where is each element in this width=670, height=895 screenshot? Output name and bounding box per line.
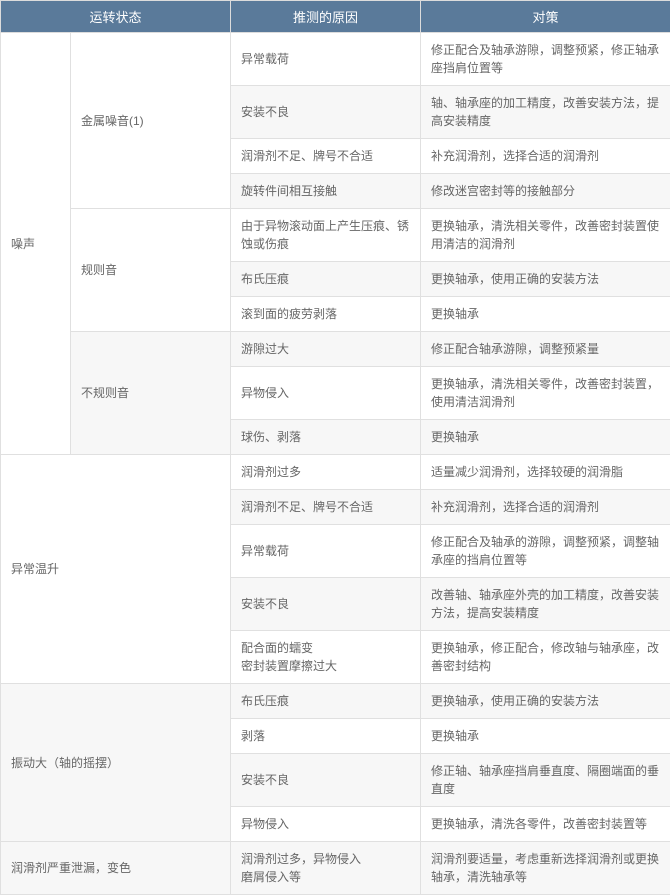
cause-cell: 润滑剂不足、牌号不合适 <box>231 139 421 174</box>
cause-cell: 剥落 <box>231 719 421 754</box>
table-row: 润滑剂严重泄漏，变色润滑剂过多，异物侵入磨屑侵入等润滑剂要适量，考虑重新选择润滑… <box>1 842 670 895</box>
action-cell: 更换轴承 <box>421 719 670 754</box>
subgroup-label: 金属噪音(1) <box>71 33 231 209</box>
action-cell: 更换轴承 <box>421 297 670 332</box>
action-cell: 更换轴承 <box>421 420 670 455</box>
cause-cell: 异常载荷 <box>231 525 421 578</box>
cause-cell: 异物侵入 <box>231 367 421 420</box>
table-row: 异常温升润滑剂过多适量减少润滑剂，选择较硬的润滑脂 <box>1 455 670 490</box>
cause-cell: 配合面的蠕变密封装置摩擦过大 <box>231 631 421 684</box>
group-label: 润滑剂严重泄漏，变色 <box>1 842 231 895</box>
action-cell: 更换轴承，使用正确的安装方法 <box>421 262 670 297</box>
action-cell: 更换轴承，修正配合，修改轴与轴承座，改善密封结构 <box>421 631 670 684</box>
subgroup-label: 不规则音 <box>71 332 231 455</box>
cause-cell: 滚到面的疲劳剥落 <box>231 297 421 332</box>
action-cell: 改善轴、轴承座外壳的加工精度，改善安装方法，提高安装精度 <box>421 578 670 631</box>
action-cell: 轴、轴承座的加工精度，改善安装方法，提高安装精度 <box>421 86 670 139</box>
table-row: 噪声金属噪音(1)异常载荷修正配合及轴承游隙，调整预紧，修正轴承座挡肩位置等 <box>1 33 670 86</box>
table-row: 振动大（轴的摇摆）布氏压痕更换轴承，使用正确的安装方法 <box>1 684 670 719</box>
action-cell: 更换轴承，清洗相关零件，改善密封装置，使用清洁润滑剂 <box>421 367 670 420</box>
cause-cell: 润滑剂过多，异物侵入磨屑侵入等 <box>231 842 421 895</box>
cause-cell: 安装不良 <box>231 86 421 139</box>
action-cell: 补充润滑剂，选择合适的润滑剂 <box>421 139 670 174</box>
cause-cell: 布氏压痕 <box>231 684 421 719</box>
table-row: 不规则音游隙过大修正配合轴承游隙，调整预紧量 <box>1 332 670 367</box>
action-cell: 修正配合轴承游隙，调整预紧量 <box>421 332 670 367</box>
action-cell: 更换轴承，使用正确的安装方法 <box>421 684 670 719</box>
action-cell: 修正配合及轴承游隙，调整预紧，修正轴承座挡肩位置等 <box>421 33 670 86</box>
cause-cell: 游隙过大 <box>231 332 421 367</box>
cause-cell: 异常载荷 <box>231 33 421 86</box>
action-cell: 适量减少润滑剂，选择较硬的润滑脂 <box>421 455 670 490</box>
cause-cell: 由于异物滚动面上产生压痕、锈蚀或伤痕 <box>231 209 421 262</box>
action-cell: 修正轴、轴承座挡肩垂直度、隔圈端面的垂直度 <box>421 754 670 807</box>
cause-cell: 球伤、剥落 <box>231 420 421 455</box>
subgroup-label: 规则音 <box>71 209 231 332</box>
table-row: 规则音由于异物滚动面上产生压痕、锈蚀或伤痕更换轴承，清洗相关零件，改善密封装置使… <box>1 209 670 262</box>
group-label: 异常温升 <box>1 455 231 684</box>
col-action: 对策 <box>421 1 670 33</box>
header-row: 运转状态 推测的原因 对策 <box>1 1 670 33</box>
action-cell: 更换轴承，清洗各零件，改善密封装置等 <box>421 807 670 842</box>
cause-cell: 安装不良 <box>231 578 421 631</box>
action-cell: 修正配合及轴承的游隙，调整预紧，调整轴承座的挡肩位置等 <box>421 525 670 578</box>
troubleshooting-table: 运转状态 推测的原因 对策 噪声金属噪音(1)异常载荷修正配合及轴承游隙，调整预… <box>0 0 670 895</box>
group-label: 振动大（轴的摇摆） <box>1 684 231 842</box>
action-cell: 修改迷宫密封等的接触部分 <box>421 174 670 209</box>
col-cause: 推测的原因 <box>231 1 421 33</box>
action-cell: 补充润滑剂，选择合适的润滑剂 <box>421 490 670 525</box>
action-cell: 更换轴承，清洗相关零件，改善密封装置使用清洁的润滑剂 <box>421 209 670 262</box>
action-cell: 润滑剂要适量，考虑重新选择润滑剂或更换轴承，清洗轴承等 <box>421 842 670 895</box>
cause-cell: 异物侵入 <box>231 807 421 842</box>
cause-cell: 布氏压痕 <box>231 262 421 297</box>
cause-cell: 润滑剂不足、牌号不合适 <box>231 490 421 525</box>
cause-cell: 旋转件间相互接触 <box>231 174 421 209</box>
cause-cell: 安装不良 <box>231 754 421 807</box>
col-status: 运转状态 <box>1 1 231 33</box>
cause-cell: 润滑剂过多 <box>231 455 421 490</box>
group-label: 噪声 <box>1 33 71 455</box>
